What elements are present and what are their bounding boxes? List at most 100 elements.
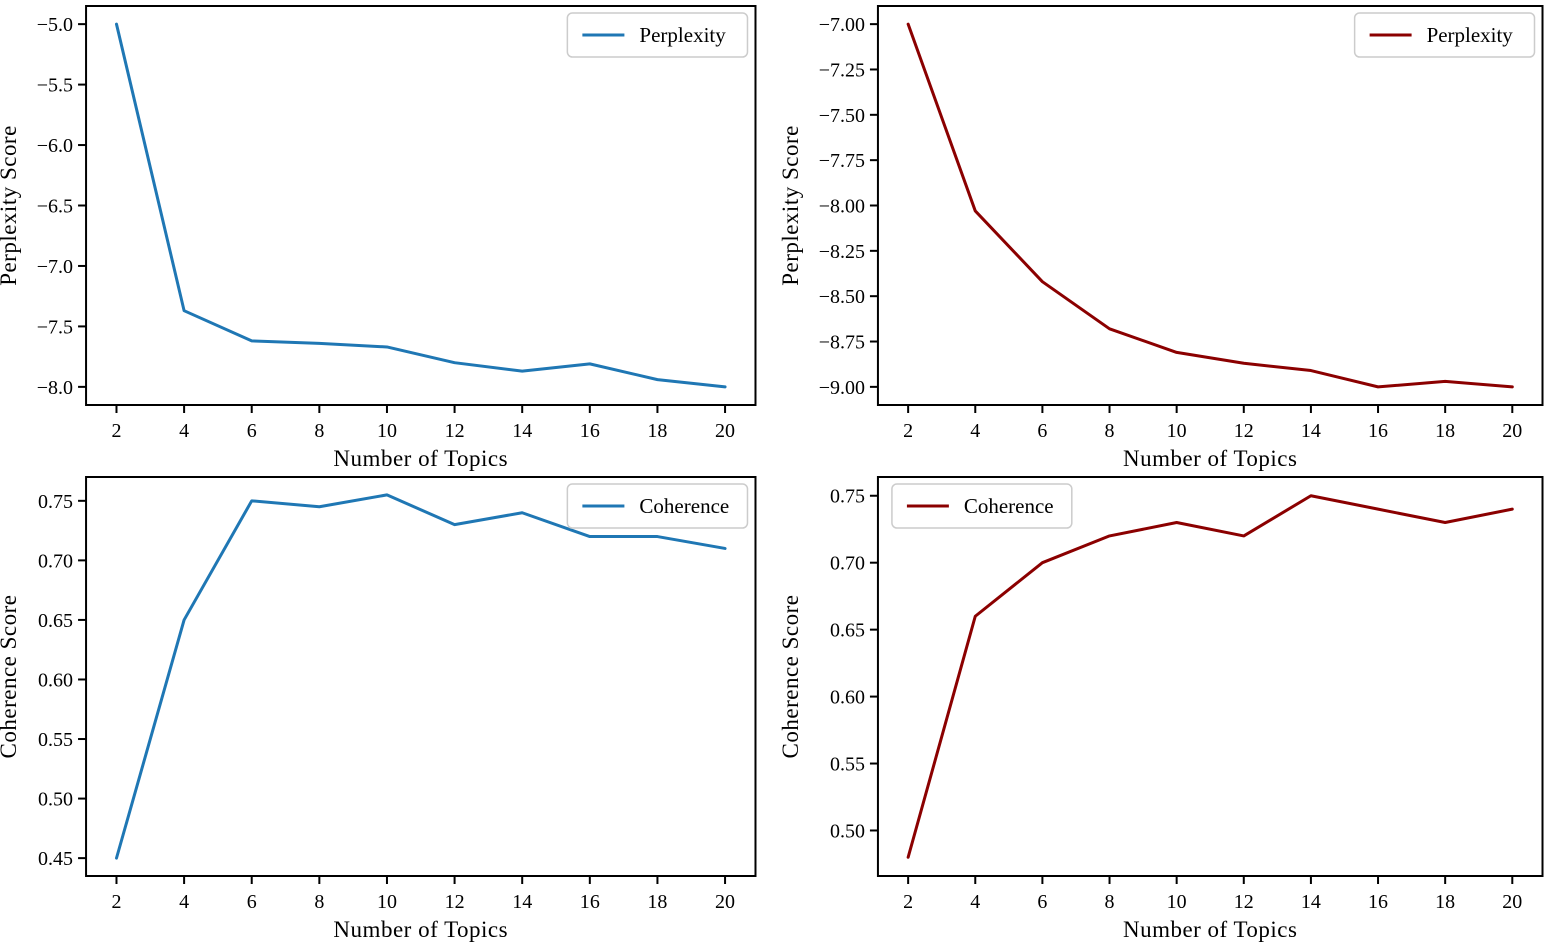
y-tick-label: −9.00 (818, 377, 864, 399)
y-tick-label: 0.65 (38, 610, 73, 632)
x-axis-label: Number of Topics (333, 446, 508, 471)
legend: Perplexity (1353, 12, 1535, 58)
legend-label: Perplexity (1426, 23, 1513, 47)
plot-area: 2 4 6 8 10 12 14 16 18 20 −7.00 −7.25 −7.50 −7.75 −8.0… (777, 5, 1544, 471)
perplexity-chart-blue: 2 4 6 8 10 12 14 16 18 20 −5.0 −5.5 −6.0 −6.5 −7.0 −7.5… (0, 5, 757, 471)
y-tick-label: −7.5 (37, 316, 73, 338)
y-tick-label: −5.5 (37, 75, 73, 97)
y-tick-label: −7.00 (818, 14, 864, 36)
perplexity-chart-darkred: 2 4 6 8 10 12 14 16 18 20 −7.00 −7.25 −7.50 −7.75 −8.0… (777, 5, 1544, 471)
y-tick-label: 0.75 (38, 491, 73, 513)
legend-box (566, 483, 749, 529)
y-axis-label: Coherence Score (0, 595, 21, 759)
y-tick-label: 0.50 (829, 820, 864, 842)
x-tick-label: 6 (1037, 420, 1047, 442)
legend: Coherence (890, 483, 1073, 529)
x-tick-label: 16 (1368, 420, 1388, 442)
subplot-bottom-right: 2 4 6 8 10 12 14 16 18 20 0.50 0.55 0.60 0.65 0.70 0.75… (776, 471, 1551, 942)
y-tick-label: 0.50 (38, 789, 73, 811)
x-axis-label: Number of Topics (333, 917, 508, 942)
coherence-line (114, 493, 727, 860)
x-tick-label: 14 (1300, 891, 1320, 913)
x-tick-label: 2 (903, 891, 913, 913)
y-axis-label: Perplexity Score (0, 125, 21, 286)
y-tick-label: −6.0 (37, 135, 73, 157)
coherence-chart-darkred: 2 4 6 8 10 12 14 16 18 20 0.50 0.55 0.60 0.65 0.70 0.75… (777, 476, 1544, 942)
y-tick-label: −7.0 (37, 256, 73, 278)
perplexity-line (906, 22, 1514, 389)
x-tick-label: 18 (1435, 891, 1455, 913)
perplexity-line (114, 22, 727, 389)
y-tick-label: −8.50 (818, 286, 864, 308)
legend-label: Coherence (963, 494, 1053, 518)
x-tick-label: 6 (247, 891, 257, 913)
x-tick-label: 16 (1368, 891, 1388, 913)
x-tick-label: 14 (1300, 420, 1320, 442)
x-tick-label: 10 (377, 891, 397, 913)
legend-label: Perplexity (639, 23, 726, 47)
legend-box (1353, 12, 1535, 58)
x-tick-label: 4 (970, 420, 980, 442)
x-tick-label: 6 (1037, 891, 1047, 913)
plot-border (876, 5, 1544, 406)
x-axis-label: Number of Topics (1122, 446, 1296, 471)
y-tick-label: 0.75 (829, 486, 864, 508)
plot-area: 2 4 6 8 10 12 14 16 18 20 0.45 0.50 0.55 0.60 0.65 0.70… (0, 476, 757, 942)
x-tick-label: 8 (1104, 420, 1114, 442)
x-tick-label: 4 (179, 420, 189, 442)
x-tick-label: 10 (1166, 420, 1186, 442)
x-tick-label: 20 (715, 420, 735, 442)
plot-area: 2 4 6 8 10 12 14 16 18 20 0.50 0.55 0.60 0.65 0.70 0.75… (777, 476, 1544, 942)
y-tick-label: −5.0 (37, 14, 73, 36)
x-tick-label: 4 (970, 891, 980, 913)
y-tick-label: −7.25 (818, 59, 864, 81)
y-tick-label: −6.5 (37, 196, 73, 218)
y-tick-label: −8.00 (818, 195, 864, 217)
coherence-chart-blue: 2 4 6 8 10 12 14 16 18 20 0.45 0.50 0.55 0.60 0.65 0.70… (0, 476, 757, 942)
y-tick-label: −8.25 (818, 241, 864, 263)
subplot-top-right: 2 4 6 8 10 12 14 16 18 20 −7.00 −7.25 −7.50 −7.75 −8.0… (776, 0, 1551, 471)
x-tick-label: 2 (111, 420, 121, 442)
subplot-bottom-left: 2 4 6 8 10 12 14 16 18 20 0.45 0.50 0.55 0.60 0.65 0.70… (0, 471, 776, 942)
y-tick-label: 0.60 (829, 687, 864, 709)
y-tick-label: 0.55 (38, 729, 73, 751)
y-tick-label: 0.55 (829, 754, 864, 776)
y-tick-label: 0.45 (38, 848, 73, 870)
x-tick-label: 4 (179, 891, 189, 913)
x-tick-label: 20 (1502, 420, 1522, 442)
x-tick-label: 20 (715, 891, 735, 913)
y-tick-label: −7.75 (818, 150, 864, 172)
x-tick-label: 12 (445, 891, 465, 913)
plot-border (85, 476, 757, 877)
x-tick-label: 6 (247, 420, 257, 442)
plot-area: 2 4 6 8 10 12 14 16 18 20 −5.0 −5.5 −6.0 −6.5 −7.0 −7.5… (0, 5, 757, 471)
y-axis-label: Perplexity Score (777, 125, 802, 286)
plot-border (85, 5, 757, 406)
legend: Coherence (566, 483, 749, 529)
coherence-line (906, 494, 1514, 859)
y-tick-label: 0.65 (829, 620, 864, 642)
legend-box (890, 483, 1073, 529)
x-tick-label: 18 (647, 891, 667, 913)
subplot-top-left: 2 4 6 8 10 12 14 16 18 20 −5.0 −5.5 −6.0 −6.5 −7.0 −7.5… (0, 0, 776, 471)
x-tick-label: 12 (445, 420, 465, 442)
y-axis-label: Coherence Score (777, 595, 802, 759)
x-tick-label: 16 (580, 420, 600, 442)
x-tick-label: 2 (111, 891, 121, 913)
x-tick-label: 10 (377, 420, 397, 442)
x-tick-label: 8 (1104, 891, 1114, 913)
x-tick-label: 16 (580, 891, 600, 913)
x-tick-label: 10 (1166, 891, 1186, 913)
y-tick-label: 0.60 (38, 669, 73, 691)
x-tick-label: 18 (647, 420, 667, 442)
x-tick-label: 14 (512, 891, 532, 913)
legend-label: Coherence (639, 494, 729, 518)
x-tick-label: 18 (1435, 420, 1455, 442)
x-tick-label: 12 (1233, 420, 1253, 442)
legend: Perplexity (566, 12, 749, 58)
x-axis-label: Number of Topics (1122, 917, 1296, 942)
y-tick-label: 0.70 (829, 553, 864, 575)
plot-border (876, 476, 1544, 877)
y-tick-label: −8.0 (37, 377, 73, 399)
